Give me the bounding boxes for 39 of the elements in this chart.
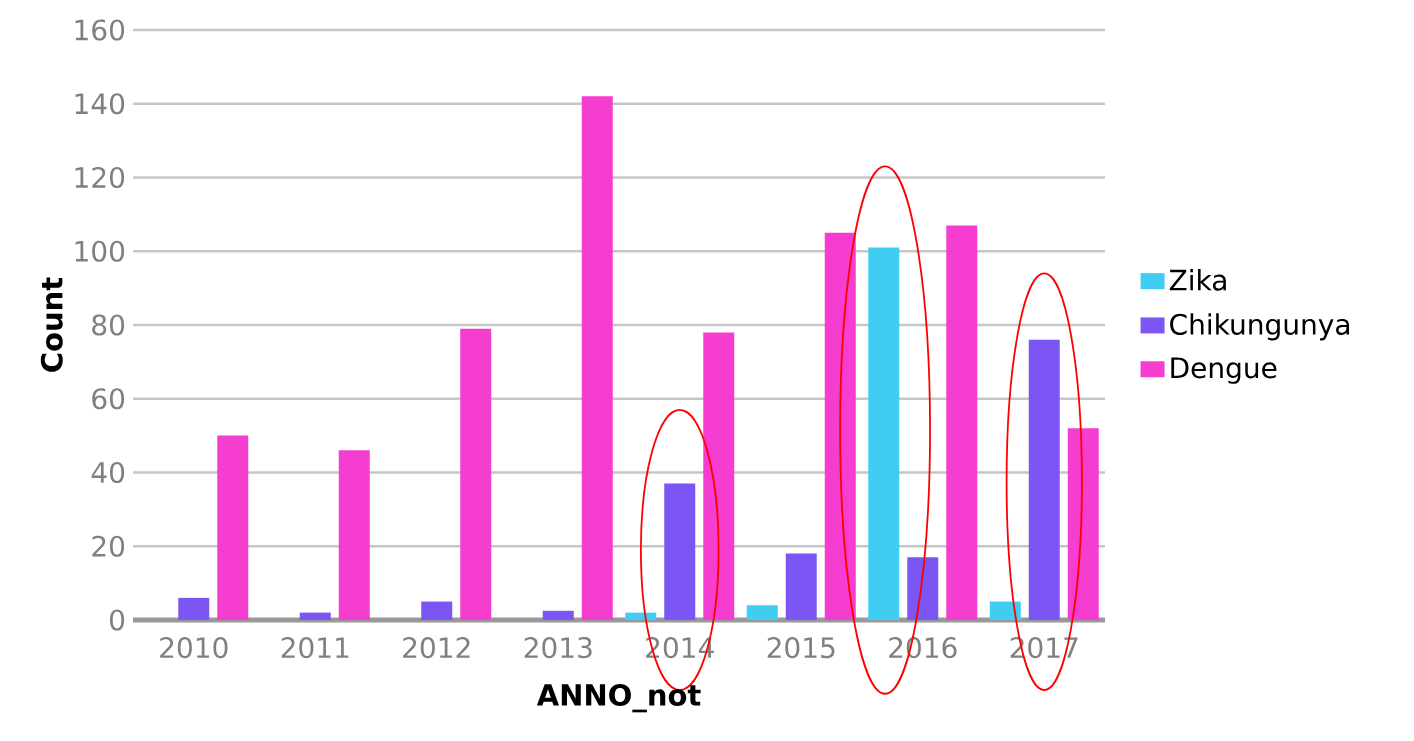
y-tick-label: 60 [92,388,125,410]
y-tick-label: 20 [92,535,125,557]
y-tick-label: 160 [75,19,125,41]
bar [1028,339,1060,620]
bar [907,557,939,620]
x-tick-label: 2013 [524,637,592,659]
bar [824,232,856,620]
bar [746,605,778,620]
y-tick-label: 140 [75,93,125,115]
bar [421,601,453,620]
x-tick-label: 2011 [281,637,349,659]
bar [338,450,370,620]
x-axis-title: ANNO_not [536,683,701,713]
bar [178,597,210,620]
bar [664,483,696,620]
bar [785,553,817,620]
y-tick-label: 80 [92,314,125,336]
y-tick-label: 120 [75,166,125,189]
bar [217,435,249,620]
x-tick-label: 2015 [767,637,835,659]
bar [625,612,657,620]
legend-label: Chikungunya [1170,313,1349,341]
x-tick-label: 2012 [403,637,470,659]
bar [299,612,331,620]
legend-label: Zika [1169,269,1226,291]
bar [946,225,978,620]
bar [868,247,900,620]
bar [542,610,574,620]
bar [989,601,1021,620]
x-tick-label: 2010 [160,637,228,659]
bar [581,96,613,620]
y-tick-label: 40 [91,461,125,484]
bar [703,332,735,620]
y-axis-title: Count [40,277,63,372]
bar [1067,428,1099,620]
y-tick-label: 100 [75,240,125,262]
legend-label: Dengue [1171,357,1277,384]
bar [460,328,492,620]
y-tick-label: 0 [109,609,125,631]
